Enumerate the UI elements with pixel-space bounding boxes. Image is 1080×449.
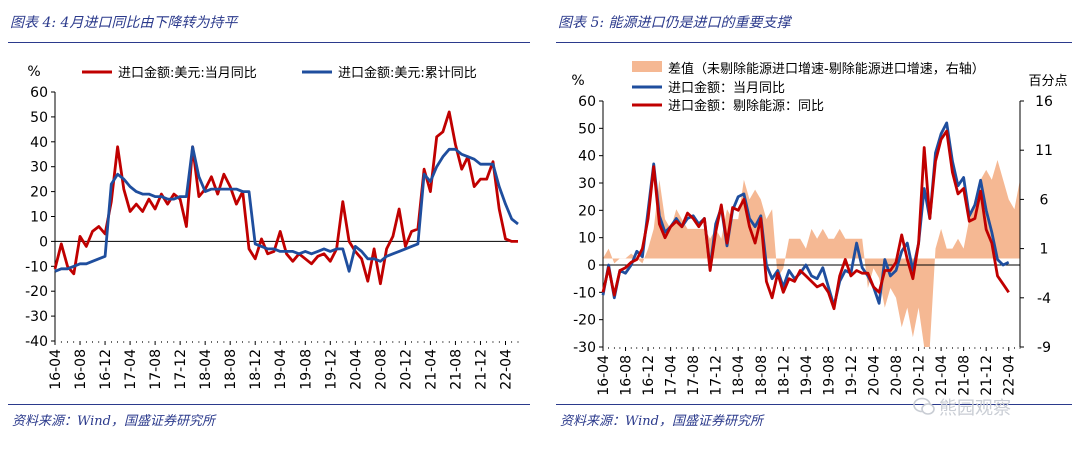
x-tick-label: 21-08 [448, 349, 464, 390]
y-tick-label: 60 [578, 94, 596, 110]
x-tick-label: 18-04 [731, 355, 747, 396]
left-chart-panel: 图表 4: 4月进口同比由下降转为持平 60 50 40 30 20 10 0 -10 -20 -… [0, 0, 538, 449]
x-tick-label: 20-12 [398, 349, 414, 390]
y-axis-label: % [571, 73, 584, 89]
y-right-tick-label: 1 [1040, 242, 1049, 258]
right-title-rule [556, 42, 1072, 43]
y-tick-label: 30 [30, 160, 48, 176]
line-series-0 [53, 110, 518, 286]
y-tick-label: 0 [587, 258, 596, 274]
y-tick-label: -30 [25, 309, 48, 325]
y-tick-label: -40 [25, 334, 48, 350]
y-tick-label: 50 [30, 110, 48, 126]
legend-swatch [632, 61, 662, 72]
y-right-tick-label: 16 [1035, 94, 1053, 110]
legend-label: 进口金额：剔除能源：同比 [668, 98, 824, 114]
line-series-1 [54, 145, 519, 273]
x-tick-label: 16-08 [73, 349, 89, 390]
x-tick-label: 17-04 [123, 349, 139, 390]
left-title-rule [8, 42, 530, 43]
left-source-note: 资料来源：Wind，国盛证券研究所 [12, 414, 215, 429]
right-chart-panel: 图表 5: 能源进口仍是进口的重要支撑 60 50 40 30 20 10 0 -10 -20 -… [548, 0, 1080, 449]
x-tick-label: 19-08 [821, 355, 837, 396]
x-tick-label: 17-12 [173, 349, 189, 390]
y-axis-label: % [27, 64, 40, 80]
y-right-tick-label: -9 [1037, 340, 1051, 356]
right-source-rule [556, 404, 1072, 405]
x-tick-label: 16-04 [596, 355, 612, 396]
left-chart-title: 图表 4: 4月进口同比由下降转为持平 [10, 15, 238, 31]
x-tick-label: 19-12 [323, 349, 339, 390]
x-tick-label: 19-04 [799, 355, 815, 396]
x-tick-label: 21-04 [934, 355, 950, 396]
y-tick-label: 40 [578, 149, 596, 165]
x-tick-label: 21-08 [957, 355, 973, 396]
y-tick-label: -20 [573, 313, 596, 329]
y-tick-label: 60 [30, 85, 48, 101]
x-tick-label: 20-08 [373, 349, 389, 390]
x-tick-label: 22-04 [1002, 355, 1018, 396]
x-tick-label: 17-04 [664, 355, 680, 396]
x-tick-label: 19-12 [844, 355, 860, 396]
x-tick-label: 18-04 [198, 349, 214, 390]
y-tick-label: 50 [578, 121, 596, 137]
y-tick-label: 20 [30, 185, 48, 201]
x-tick-label: 17-08 [686, 355, 702, 396]
x-tick-label: 18-08 [223, 349, 239, 390]
x-tick-label: 16-12 [98, 349, 114, 390]
x-tick-label: 20-12 [912, 355, 928, 396]
watermark: 熊园观察 [913, 390, 1080, 424]
y-right-tick-label: 11 [1035, 143, 1053, 159]
y-right-tick-label: -4 [1037, 291, 1051, 307]
x-tick-label: 21-12 [473, 349, 489, 390]
x-tick-label: 20-04 [348, 349, 364, 390]
x-tick-label: 17-08 [148, 349, 164, 390]
x-tick-label: 16-12 [641, 355, 657, 396]
x-tick-label: 16-08 [619, 355, 635, 396]
left-chart-svg: 60 50 40 30 20 10 0 -10 -20 -30 -40% 16-04 16-08 16-1… [25, 64, 519, 390]
x-tick-label: 18-12 [776, 355, 792, 396]
right-chart-svg: 60 50 40 30 20 10 0 -10 -20 -30% 16 11 6 1 -4 -9 百分点 16-0… [571, 61, 1068, 396]
x-tick-label: 19-08 [298, 349, 314, 390]
chat-bubble-icon [913, 397, 935, 415]
left-source-rule [8, 404, 530, 405]
y-tick-label: -30 [573, 340, 596, 356]
y-tick-label: 10 [30, 210, 48, 226]
y-tick-label: -10 [573, 285, 596, 301]
y-tick-label: 30 [578, 176, 596, 192]
x-tick-label: 18-12 [248, 349, 264, 390]
x-tick-label: 18-08 [754, 355, 770, 396]
x-tick-label: 21-12 [979, 355, 995, 396]
x-tick-label: 19-04 [273, 349, 289, 390]
right-source-note: 资料来源：Wind，国盛证券研究所 [560, 414, 763, 429]
legend-label: 差值（未剔除能源进口增速-剔除能源进口增速，右轴） [668, 61, 985, 77]
x-tick-label: 20-08 [889, 355, 905, 396]
legend-label: 进口金额:美元:当月同比 [118, 65, 257, 81]
right-chart-title: 图表 5: 能源进口仍是进口的重要支撑 [558, 15, 791, 31]
y-tick-label: -10 [25, 259, 48, 275]
x-tick-label: 17-12 [709, 355, 725, 396]
legend-label: 进口金额:美元:累计同比 [338, 65, 477, 81]
y-tick-label: 20 [578, 203, 596, 219]
area-series-0 [603, 160, 1020, 347]
x-tick-label: 16-04 [48, 349, 64, 390]
y-tick-label: 40 [30, 135, 48, 151]
y-right-tick-label: 6 [1040, 192, 1049, 208]
y-tick-label: -20 [25, 284, 48, 300]
line-series-2 [601, 129, 1010, 311]
x-tick-label: 21-04 [423, 349, 439, 390]
x-tick-label: 22-04 [498, 349, 514, 390]
watermark-text: 熊园观察 [939, 398, 1011, 419]
y-tick-label: 0 [39, 234, 48, 250]
x-tick-label: 20-04 [866, 355, 882, 396]
y-tick-label: 10 [578, 231, 596, 247]
legend-label: 进口金额：当月同比 [668, 80, 785, 96]
y-axis-right-label: 百分点 [1028, 74, 1067, 89]
